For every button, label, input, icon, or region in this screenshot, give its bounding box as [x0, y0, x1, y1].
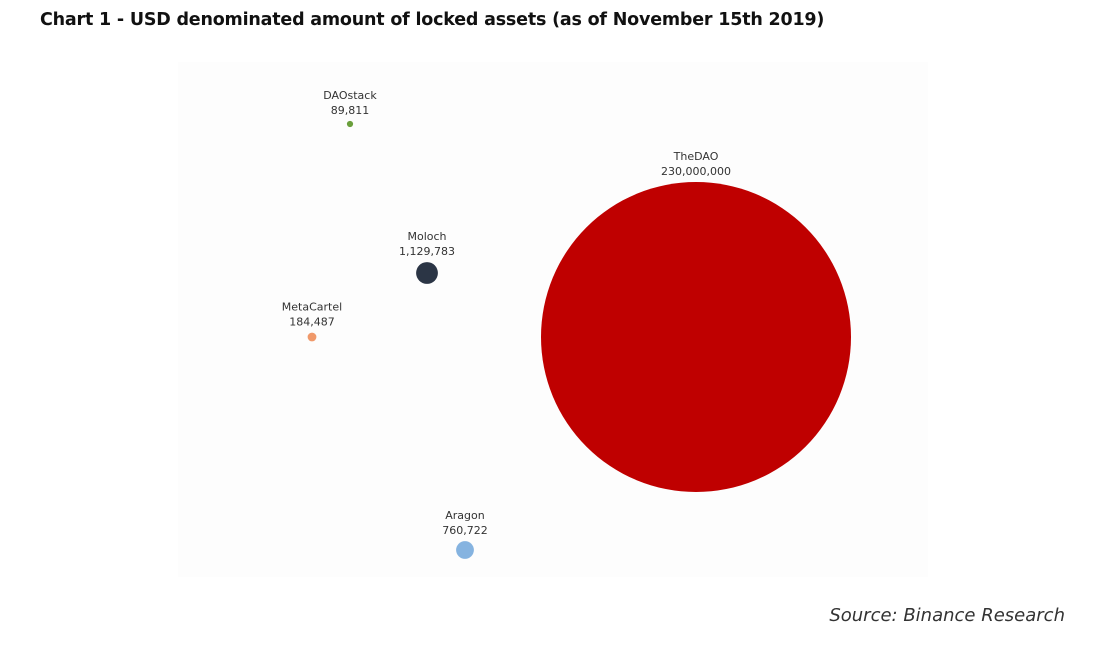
source-note: Source: Binance Research [829, 605, 1065, 626]
bubble-daostack[interactable] [346, 120, 354, 128]
bubble-group-moloch: Moloch 1,129,783 [399, 230, 455, 284]
bubble-group-thedao: TheDAO 230,000,000 [541, 150, 851, 492]
bubble-value-label-metacartel: 184,487 [289, 316, 335, 329]
bubble-value-label-daostack: 89,811 [331, 104, 370, 117]
chart-title: Chart 1 - USD denominated amount of lock… [40, 10, 825, 30]
bubble-name-label-metacartel: MetaCartel [282, 301, 342, 314]
bubble-name-label-moloch: Moloch [407, 230, 446, 243]
bubble-group-aragon: Aragon 760,722 [442, 509, 488, 559]
bubble-value-label-moloch: 1,129,783 [399, 245, 455, 258]
bubble-value-label-thedao: 230,000,000 [661, 165, 731, 178]
bubble-name-label-daostack: DAOstack [323, 89, 377, 102]
bubble-moloch[interactable] [416, 262, 438, 284]
bubble-name-label-thedao: TheDAO [673, 150, 719, 163]
bubble-thedao[interactable] [541, 182, 851, 492]
bubble-group-daostack: DAOstack 89,811 [323, 89, 377, 128]
bubble-name-label-aragon: Aragon [445, 509, 485, 522]
bubble-aragon[interactable] [456, 541, 474, 559]
bubble-group-metacartel: MetaCartel 184,487 [282, 301, 342, 342]
bubble-value-label-aragon: 760,722 [442, 524, 488, 537]
bubble-metacartel[interactable] [307, 332, 317, 342]
